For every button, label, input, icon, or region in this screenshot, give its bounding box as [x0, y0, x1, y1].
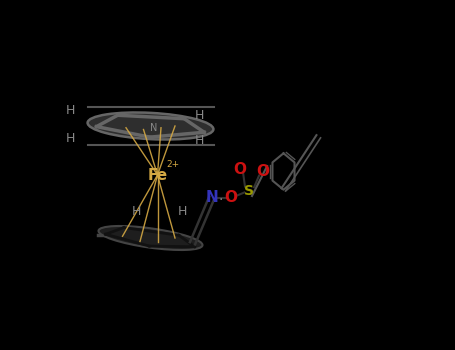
Text: H: H: [66, 132, 75, 145]
Text: N: N: [150, 123, 158, 133]
Text: ·: ·: [218, 193, 222, 206]
Text: H: H: [66, 104, 75, 117]
Text: O: O: [233, 162, 246, 177]
Ellipse shape: [98, 226, 202, 250]
Ellipse shape: [87, 112, 213, 140]
Text: 2+: 2+: [167, 160, 180, 169]
Text: O: O: [224, 190, 238, 205]
Text: H: H: [195, 109, 204, 122]
Text: H: H: [195, 133, 204, 147]
Text: O: O: [256, 164, 269, 179]
Text: H: H: [132, 205, 141, 218]
Text: N: N: [205, 190, 218, 205]
Text: H: H: [177, 205, 187, 218]
Text: Fe: Fe: [147, 168, 167, 182]
Text: S: S: [243, 184, 253, 198]
